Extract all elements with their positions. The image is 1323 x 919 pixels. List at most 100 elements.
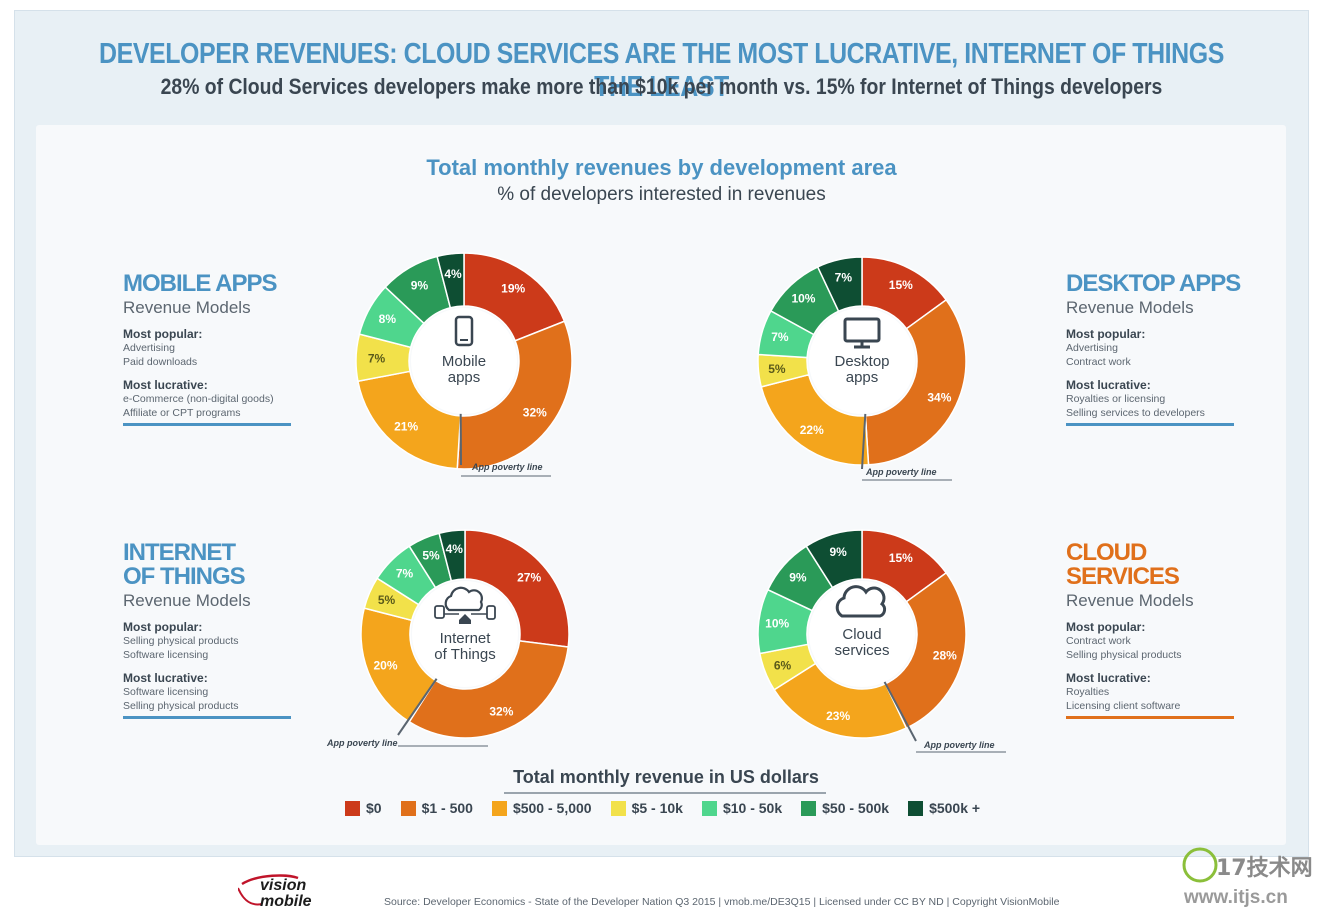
iot-slice-1 — [464, 529, 570, 648]
iot-value-label: 5% — [378, 593, 396, 607]
mobile-value-label: 4% — [444, 267, 462, 281]
lucrative-item: Software licensing — [123, 686, 209, 698]
desktop-slice-7 — [816, 256, 863, 313]
iot-block: INTERNET OF THINGS Revenue Models Most p… — [123, 541, 303, 719]
cloud-value-label: 23% — [826, 709, 850, 723]
legend-label: $10 - 50k — [722, 800, 783, 816]
cloud-slice-7 — [805, 529, 863, 589]
desktop-value-label: 7% — [771, 330, 789, 344]
legend-item: $500 - 5,000 — [491, 800, 592, 816]
legend-label: $500 - 5,000 — [512, 800, 592, 816]
legend-item: $0 — [345, 800, 382, 816]
cloud-services-block: CLOUD SERVICES Revenue Models Most popul… — [1066, 541, 1246, 719]
legend-underline — [504, 792, 826, 794]
source-credit: Source: Developer Economics - State of t… — [384, 896, 1060, 908]
desktop-center — [809, 308, 915, 414]
visionmobile-logo: vision mobile — [238, 874, 312, 910]
iot-center — [412, 581, 518, 687]
lucrative-item: Selling services to developers — [1066, 407, 1205, 419]
legend-label: $0 — [366, 800, 382, 816]
legend-swatch — [610, 800, 626, 816]
cloud-value-label: 10% — [765, 616, 789, 630]
block-underline — [123, 716, 291, 719]
iot-heading-line1: INTERNET — [123, 539, 236, 566]
most-popular-label: Most popular: — [123, 620, 203, 634]
most-lucrative-label: Most lucrative: — [123, 378, 208, 392]
iot-slice-2 — [408, 640, 570, 739]
legend-item: $10 - 50k — [701, 800, 783, 816]
desktop-value-label: 22% — [800, 423, 824, 437]
site-watermark: 17技术网 www.itjs.cn — [1182, 847, 1313, 908]
revenue-models-label: Revenue Models — [123, 591, 251, 610]
poverty-line-label: App poverty line — [866, 467, 937, 477]
cloud-icon — [835, 585, 887, 618]
watermark-brand: 17技术网 — [1216, 856, 1313, 881]
cloud-heading-line2: SERVICES — [1066, 563, 1180, 590]
cloud-slice-3 — [773, 662, 908, 739]
popular-item: Advertising — [1066, 342, 1118, 354]
most-lucrative-label: Most lucrative: — [123, 671, 208, 685]
chart-title: Total monthly revenues by development ar… — [426, 155, 897, 180]
mobile-value-label: 21% — [394, 420, 418, 434]
desktop-center-label: Desktop — [834, 353, 889, 370]
iot-value-label: 4% — [446, 542, 464, 556]
popular-item: Selling physical products — [123, 635, 239, 647]
legend-swatch — [400, 800, 416, 816]
legend-label: $500k + — [929, 800, 981, 816]
most-popular-label: Most popular: — [123, 327, 203, 341]
legend-label: $50 - 500k — [822, 800, 890, 816]
legend-swatch — [491, 800, 507, 816]
mobile-apps-block: MOBILE APPS Revenue Models Most popular:… — [123, 272, 303, 426]
poverty-line-pointer — [397, 678, 438, 736]
cloud-center — [809, 581, 915, 687]
desktop-value-label: 5% — [768, 362, 786, 376]
mobile-value-label: 7% — [368, 351, 386, 365]
lucrative-item: Royalties or licensing — [1066, 393, 1166, 405]
lucrative-item: e-Commerce (non-digital goods) — [123, 393, 274, 405]
poverty-line-label: App poverty line — [327, 738, 398, 748]
desktop-value-label: 34% — [927, 390, 951, 404]
desktop-slice-2 — [864, 298, 967, 466]
popular-item: Selling physical products — [1066, 649, 1182, 661]
iot-center-label: of Things — [434, 646, 495, 663]
monitor-icon — [843, 317, 881, 349]
most-lucrative-label: Most lucrative: — [1066, 671, 1151, 685]
lucrative-item: Royalties — [1066, 686, 1110, 698]
legend-swatch — [345, 800, 360, 816]
watermark-url: www.itjs.cn — [1183, 887, 1288, 908]
mobile-value-label: 8% — [379, 312, 397, 326]
logo-text-line1: vision — [260, 877, 306, 894]
revenue-models-label: Revenue Models — [123, 298, 251, 317]
popular-item: Software licensing — [123, 649, 209, 661]
mobile-center-label: apps — [448, 369, 481, 386]
popular-item: Contract work — [1066, 635, 1131, 647]
iot-center-label: Internet — [440, 630, 492, 647]
legend-item: $1 - 500 — [400, 800, 473, 816]
iot-value-label: 20% — [373, 658, 397, 672]
popular-item: Advertising — [123, 342, 175, 354]
mobile-apps-heading: MOBILE APPS — [123, 270, 277, 297]
lucrative-item: Affiliate or CPT programs — [123, 407, 241, 419]
cloud-heading-line1: CLOUD — [1066, 539, 1147, 566]
legend-swatch — [701, 800, 717, 816]
iot-value-label: 5% — [422, 549, 440, 563]
popular-item: Contract work — [1066, 356, 1131, 368]
desktop-value-label: 15% — [889, 278, 913, 292]
mobile-value-label: 19% — [501, 282, 525, 296]
most-popular-label: Most popular: — [1066, 620, 1146, 634]
legend-swatch — [908, 800, 924, 816]
desktop-value-label: 7% — [835, 271, 853, 285]
poverty-line-pointer — [861, 413, 867, 470]
desktop-apps-heading: DESKTOP APPS — [1066, 270, 1241, 297]
poverty-line-label: App poverty line — [924, 740, 995, 750]
cloud-value-label: 6% — [774, 658, 792, 672]
cloud-value-label: 9% — [829, 545, 847, 559]
block-underline — [1066, 423, 1234, 426]
lucrative-item: Selling physical products — [123, 700, 239, 712]
legend-title: Total monthly revenue in US dollars — [513, 767, 819, 787]
iot-heading-line2: OF THINGS — [123, 563, 246, 590]
revenue-models-label: Revenue Models — [1066, 591, 1194, 610]
